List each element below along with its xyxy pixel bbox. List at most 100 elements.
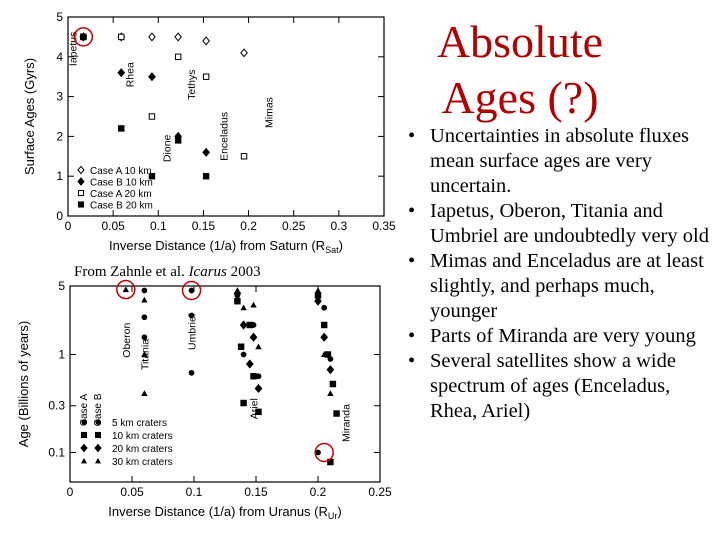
data-point [202, 36, 210, 46]
data-point [240, 351, 247, 358]
title-line-2: Ages (?) [441, 72, 599, 123]
data-point [118, 33, 125, 41]
data-point [254, 383, 263, 394]
data-point [77, 189, 85, 197]
data-point [141, 296, 148, 303]
y-tick-label: 5 [56, 10, 63, 24]
y-tick-label: 3 [56, 90, 63, 104]
title-line-1: Absolute [436, 16, 604, 67]
moon-label: Tethys [186, 69, 198, 99]
data-point [81, 419, 87, 425]
data-point [321, 304, 328, 311]
data-point [174, 53, 182, 61]
data-point [94, 431, 102, 439]
bullet-item: • Iapetus, Oberon, Titania and Umbriel ar… [408, 200, 709, 247]
data-point [202, 73, 210, 80]
legend-label: 5 km craters [112, 418, 167, 429]
highlight-circle [73, 27, 94, 47]
y-tick-label: 4 [56, 50, 63, 64]
x-tick-label: 0.05 [120, 485, 144, 499]
data-point [240, 304, 247, 311]
source-journal: Icarus [188, 264, 227, 280]
data-point [117, 68, 126, 78]
y-tick-label: 2 [56, 129, 63, 143]
data-point [329, 380, 337, 388]
data-point [324, 351, 332, 358]
data-point [237, 343, 245, 350]
moon-label: Rhea [124, 62, 136, 87]
x-axis-label: Inverse Distance (1/a) from Saturn (RSat… [109, 238, 343, 255]
y-tick-label: 1 [56, 169, 63, 183]
x-tick-label: 0.05 [101, 219, 125, 233]
y-axis-label: Surface Ages (Gyrs) [22, 58, 37, 175]
data-point [233, 288, 242, 298]
data-point [246, 321, 254, 329]
x-tick-label: 0.15 [192, 219, 216, 233]
y-tick-label: 0.1 [48, 445, 65, 459]
data-point [202, 172, 210, 180]
x-tick-label: 0.2 [310, 485, 327, 499]
data-point [240, 399, 247, 407]
x-tick-label: 0.3 [331, 219, 348, 233]
x-tick-label: 0.1 [150, 219, 167, 233]
moon-label: Enceladus [218, 112, 230, 161]
data-point [141, 390, 148, 397]
legend-label: Case B 20 km [90, 201, 153, 212]
source-citation: From Zahnle et al. Icarus 2003 [74, 264, 261, 280]
x-tick-label: 0 [65, 219, 72, 233]
plot-frame [67, 16, 385, 217]
moon-label: Oberon [121, 323, 133, 358]
legend-case-label: Case A [79, 394, 90, 427]
data-point [141, 314, 148, 321]
data-point [118, 125, 125, 132]
data-point [141, 287, 148, 294]
data-point [315, 449, 321, 456]
legend-label: Case A 10 km [90, 166, 152, 177]
data-point [250, 373, 257, 380]
highlight-circle [181, 280, 202, 301]
data-point [250, 301, 257, 308]
data-point [314, 296, 322, 306]
data-point [77, 165, 85, 175]
x-tick-label: 0.35 [372, 219, 396, 233]
data-point [80, 431, 88, 439]
data-point [188, 287, 195, 294]
data-point [255, 408, 262, 416]
x-tick-label: 0 [67, 485, 74, 499]
x-tick-label: 0.25 [282, 219, 306, 233]
data-point [148, 32, 156, 42]
data-point [239, 320, 248, 330]
x-tick-label: 0.25 [368, 485, 392, 499]
bullet-item: • Uncertainties in absolute fluxes mean s… [408, 125, 690, 197]
x-tick-label: 0.1 [186, 485, 203, 499]
data-point [95, 419, 101, 425]
data-point [202, 147, 210, 157]
uranus-age-chart: 00.050.10.150.20.250.10.315OberonTitania… [16, 279, 392, 521]
x-axis-label: Inverse Distance (1/a) from Uranus (RUr) [108, 504, 341, 521]
bullet-item: • Several satellites show a wide spectrum… [408, 350, 676, 422]
data-point [80, 443, 88, 453]
legend-case-label: Case B [93, 393, 104, 426]
bullet-list: • Uncertainties in absolute fluxes mean s… [408, 124, 713, 424]
data-point [77, 177, 85, 186]
data-point [141, 334, 148, 341]
data-point [148, 172, 156, 180]
data-point [333, 410, 340, 417]
y-tick-label: 0.3 [48, 399, 65, 413]
data-point [77, 201, 85, 208]
y-tick-label: 5 [58, 279, 65, 293]
data-point [320, 332, 329, 342]
plot-frame [69, 285, 381, 483]
chart-legend: Case A Case B 5 km craters 10 km craters 20 … [79, 393, 173, 468]
legend-label: Case A 20 km [90, 189, 152, 200]
data-point [141, 351, 148, 358]
data-point [95, 458, 101, 464]
moon-label: Miranda [340, 404, 352, 442]
data-point [81, 458, 87, 464]
data-point [320, 321, 328, 329]
data-point [326, 365, 335, 375]
data-point [240, 48, 248, 58]
moon-label: Iapetus [68, 32, 80, 66]
data-point [148, 113, 156, 120]
